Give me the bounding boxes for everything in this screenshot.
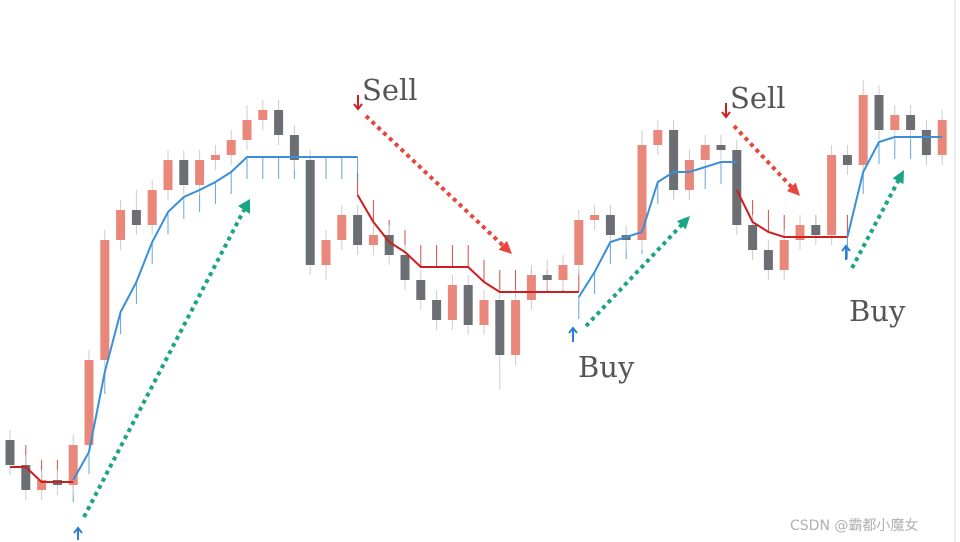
- candle-body: [637, 145, 647, 240]
- signal-arrow: [353, 95, 363, 111]
- stop-line: [10, 189, 848, 483]
- trend-arrowhead: [676, 216, 690, 230]
- candle-body: [605, 215, 615, 235]
- candle-body: [447, 285, 457, 320]
- candle-body: [289, 135, 299, 160]
- candle-body: [700, 145, 710, 160]
- trend-arrowhead: [786, 182, 800, 196]
- candle-body: [258, 110, 268, 120]
- candle-body: [116, 210, 126, 240]
- candle-body: [479, 300, 489, 325]
- stop-line: [72, 136, 943, 481]
- candle-body: [858, 95, 868, 165]
- candle-body: [495, 300, 505, 355]
- trend-arrow: [82, 209, 246, 518]
- candle-body: [84, 360, 94, 445]
- candle-body: [669, 130, 679, 190]
- trend-arrowhead: [498, 240, 512, 254]
- candle-body: [827, 155, 837, 235]
- candle-body: [416, 280, 426, 300]
- candle-body: [400, 255, 410, 280]
- candle-body: [242, 120, 252, 140]
- candle-body: [748, 225, 758, 250]
- candle-body: [526, 275, 536, 300]
- candle-body: [195, 160, 205, 185]
- candle-body: [100, 240, 110, 360]
- candle-body: [732, 150, 742, 225]
- candle-body: [542, 275, 552, 280]
- candle-body: [163, 160, 173, 190]
- candle-body: [763, 250, 773, 270]
- trend-arrow: [364, 114, 507, 249]
- candle-body: [574, 220, 584, 265]
- candle-body: [558, 265, 568, 280]
- candle-body: [37, 480, 47, 490]
- candle-body: [147, 190, 157, 225]
- candle-body: [463, 285, 473, 325]
- signal-arrow: [841, 244, 851, 260]
- candle-body: [305, 160, 315, 265]
- candle-body: [890, 115, 900, 130]
- candle-body: [384, 235, 394, 255]
- candle-body: [321, 240, 331, 265]
- candle-body: [226, 140, 236, 155]
- candle-body: [368, 235, 378, 245]
- candle-body: [779, 240, 789, 270]
- candle-body: [511, 300, 521, 355]
- candle-body: [68, 445, 78, 485]
- candle-body: [795, 225, 805, 240]
- candle-body: [131, 210, 141, 225]
- trend-arrowhead: [238, 199, 250, 214]
- candle-body: [842, 155, 852, 165]
- signal-label: Sell: [730, 81, 786, 115]
- candle-body: [179, 160, 189, 185]
- candle-body: [432, 300, 442, 320]
- candle-body: [653, 130, 663, 145]
- signal-arrow: [721, 103, 731, 119]
- signal-label: Buy: [578, 350, 635, 384]
- signal-arrow: [73, 526, 83, 540]
- candle-body: [210, 155, 220, 160]
- trend-arrow: [850, 177, 902, 269]
- signal-arrow: [568, 326, 578, 342]
- candle-body: [716, 145, 726, 150]
- candle-body: [590, 215, 600, 220]
- candle-body: [811, 225, 821, 235]
- watermark: CSDN @霸都小魔女: [790, 517, 918, 534]
- candle-body: [274, 110, 284, 135]
- trend-arrowhead: [892, 170, 904, 184]
- candle-body: [5, 440, 15, 465]
- trend-arrow: [584, 221, 685, 328]
- candle-body: [906, 115, 916, 130]
- signal-label: Buy: [849, 294, 906, 328]
- candle-body: [337, 215, 347, 240]
- trend-arrow: [732, 124, 795, 191]
- candle-body: [353, 215, 363, 245]
- candle-body: [921, 130, 931, 155]
- signal-label: Sell: [362, 73, 418, 107]
- candle-body: [684, 160, 694, 190]
- candle-body: [21, 465, 31, 490]
- candle-body: [874, 95, 884, 130]
